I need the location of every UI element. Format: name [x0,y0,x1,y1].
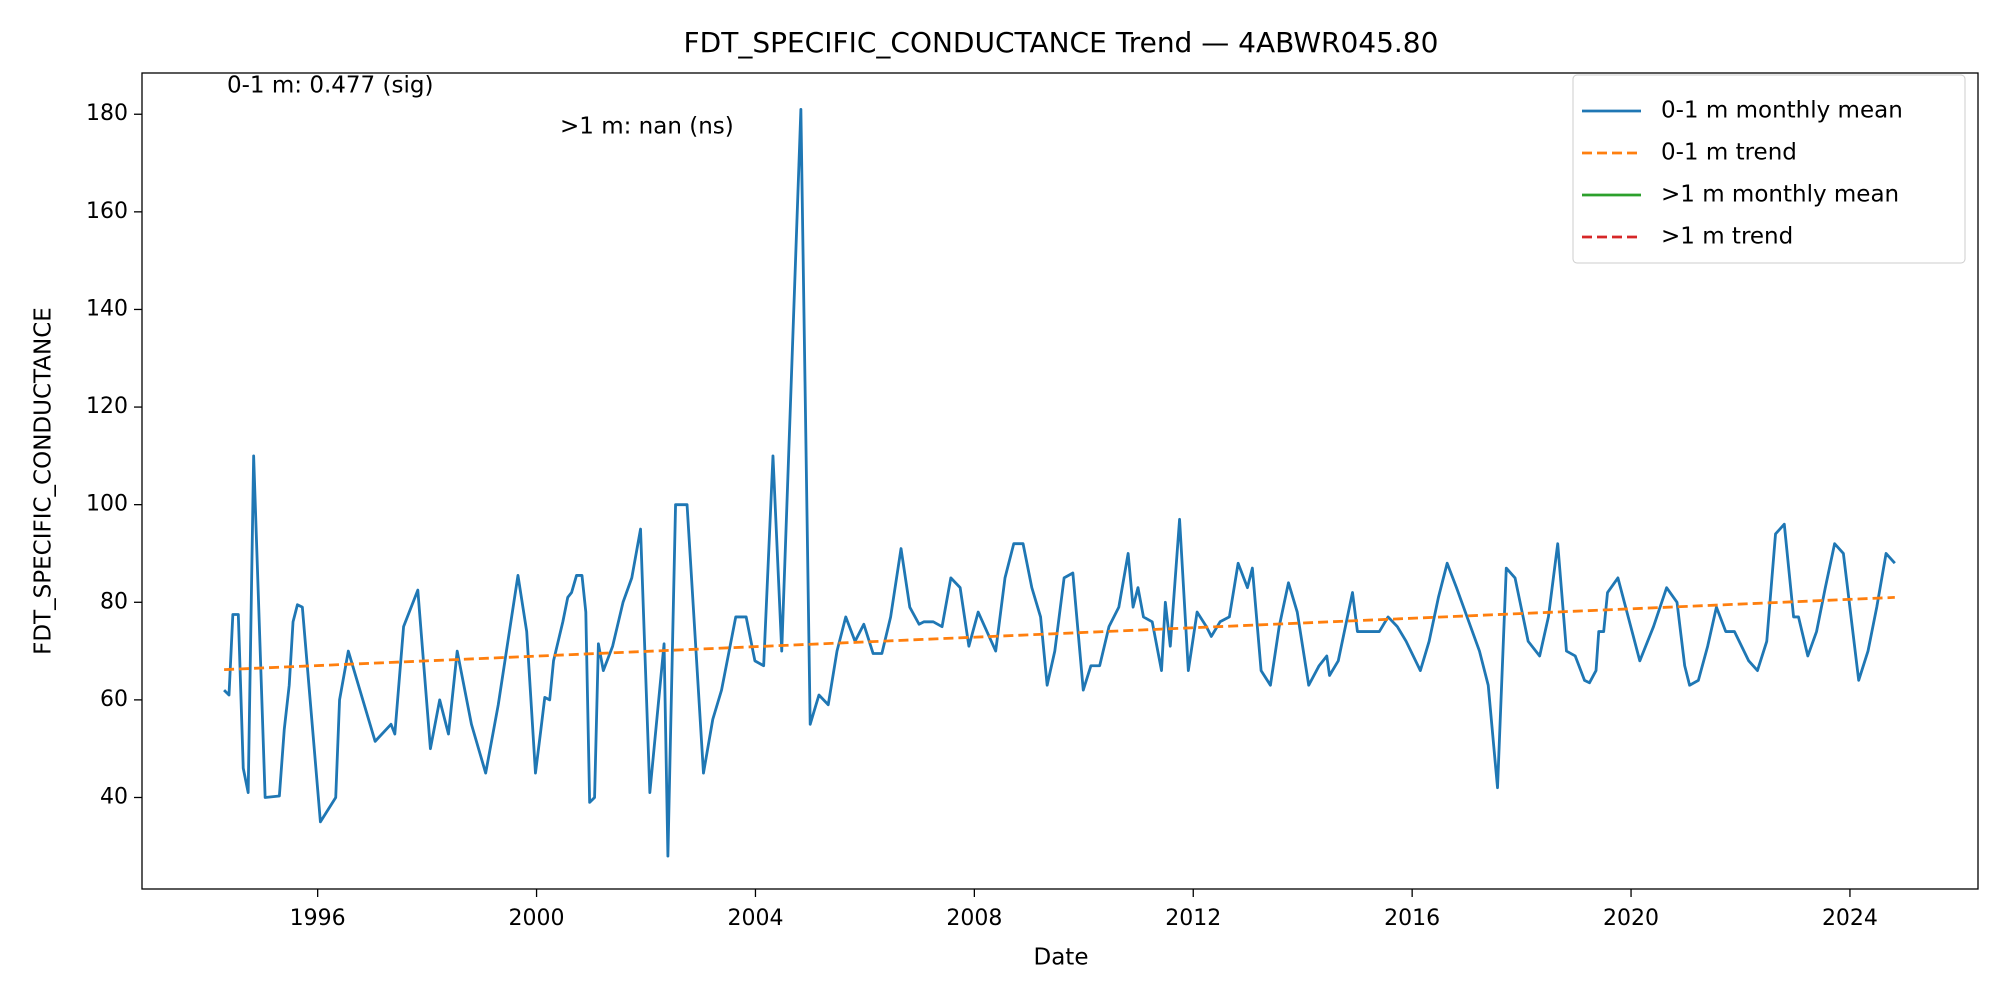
y-tick-label: 40 [100,784,128,809]
x-tick-label: 2016 [1384,906,1440,931]
legend-label: 0-1 m trend [1661,140,1797,166]
annotation: >1 m: nan (ns) [560,114,734,140]
y-tick-label: 180 [86,101,128,126]
y-tick-label: 60 [100,687,128,712]
y-tick-label: 140 [86,296,128,321]
legend: 0-1 m monthly mean 0-1 m trend >1 m monthl… [1572,74,1966,264]
x-tick-label: 2004 [727,906,783,931]
legend-box [1572,74,1966,264]
chart-title: FDT_SPECIFIC_CONDUCTANCE Trend — 4ABWR04… [684,26,1439,59]
legend-label: >1 m monthly mean [1661,182,1899,208]
x-tick-label: 1996 [290,906,346,931]
x-axis-label: Date [1034,945,1089,971]
y-axis-label: FDT_SPECIFIC_CONDUCTANCE [31,307,57,655]
x-tick-label: 2020 [1603,906,1659,931]
x-tick-label: 2024 [1822,906,1878,931]
y-tick-label: 160 [86,199,128,224]
x-tick-label: 2012 [1165,906,1221,931]
series-line [224,596,1895,672]
plot-frame [141,72,1979,890]
x-tick-label: 2008 [946,906,1002,931]
y-tick-label: 80 [100,589,128,614]
y-tick-label: 120 [86,394,128,419]
legend-label: 0-1 m monthly mean [1661,98,1903,124]
legend-label: >1 m trend [1661,224,1793,250]
x-tick-label: 2000 [509,906,565,931]
series-line [223,107,1896,858]
y-tick-label: 100 [86,492,128,517]
annotation: 0-1 m: 0.477 (sig) [227,73,433,99]
